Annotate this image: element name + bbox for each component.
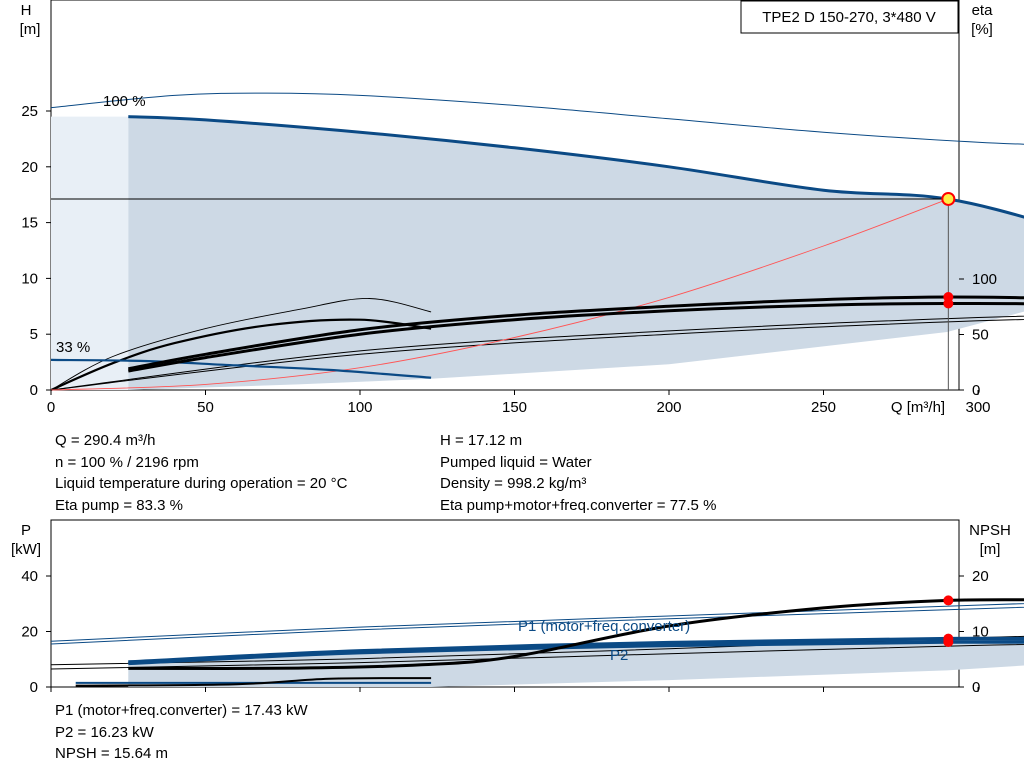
info-n: n = 100 % / 2196 rpm bbox=[55, 453, 199, 471]
eta-total-line bbox=[128, 301, 1024, 373]
upper-info-right: H = 17.12 m Pumped liquid = Water Densit… bbox=[440, 430, 716, 516]
thin-low-line bbox=[50, 643, 1024, 670]
lower-operating-area bbox=[128, 638, 1024, 687]
upper-shaded-area bbox=[51, 116, 1024, 390]
eta-total-marker bbox=[943, 298, 954, 309]
model-title-box bbox=[740, 0, 959, 34]
npsh-tick-label: 20 bbox=[972, 568, 989, 585]
upper-right-label-1: eta bbox=[972, 2, 994, 19]
info-eta-total: Eta pump+motor+freq.converter = 77.5 % bbox=[440, 496, 717, 514]
series-label-p1: P1 (motor+freq.converter) bbox=[518, 618, 690, 635]
x-tick-label: 150 bbox=[502, 399, 527, 416]
p2-marker bbox=[943, 636, 954, 647]
model-title: TPE2 D 150-270, 3*480 V bbox=[762, 9, 935, 26]
info-p1: P1 (motor+freq.converter) = 17.43 kW bbox=[55, 702, 308, 719]
annotation-33: 33 % bbox=[56, 339, 90, 356]
p-tick-label: 20 bbox=[21, 624, 38, 641]
y-tick-label: 15 bbox=[21, 215, 38, 232]
info-h: H = 17.12 m bbox=[440, 432, 523, 449]
eta-tick-label: 100 bbox=[972, 271, 997, 288]
y-tick-label: 10 bbox=[21, 270, 38, 287]
lower-ylabel-1: P bbox=[21, 522, 31, 539]
info-npsh: NPSH = 15.64 m bbox=[55, 745, 168, 763]
info-liquid: Pumped liquid = Water bbox=[440, 453, 592, 471]
lower-right-label-2: [m] bbox=[980, 541, 1001, 558]
p2-line bbox=[128, 640, 1024, 666]
y-tick-label: 5 bbox=[30, 326, 38, 343]
npsh-line bbox=[128, 598, 1024, 670]
p-tick-label: 0 bbox=[30, 679, 38, 696]
thin-upper-1-line bbox=[50, 603, 1024, 642]
lower-curves bbox=[50, 595, 1024, 687]
x-tick-label: 250 bbox=[811, 399, 836, 416]
upper-tick-labels: 0510152025050100150200250300350400450500… bbox=[21, 103, 997, 416]
eta-33-b-line bbox=[50, 298, 432, 391]
head-33-line bbox=[50, 358, 432, 379]
x-tick-label: 200 bbox=[656, 399, 681, 416]
upper-right-label-2: [%] bbox=[971, 21, 993, 38]
upper-ylabel-1: H bbox=[21, 2, 32, 19]
annotation-100: 100 % bbox=[103, 93, 146, 110]
head-100-line bbox=[128, 115, 1024, 219]
eta-upper-thin-line bbox=[50, 92, 1024, 145]
npsh-tick-label: 0 bbox=[972, 679, 980, 696]
x-tick-label: 50 bbox=[197, 399, 214, 416]
upper-info-left: Q = 290.4 m³/h n = 100 % / 2196 rpm Liqu… bbox=[55, 430, 347, 516]
lower-plot-frame bbox=[50, 519, 960, 688]
npsh-tick-label: 10 bbox=[972, 624, 989, 641]
eta-thin-long-1-line bbox=[50, 315, 1024, 391]
lower-shaded-area bbox=[128, 638, 1024, 687]
eta-33-a-line bbox=[50, 318, 432, 392]
eta-pump-line bbox=[128, 295, 1024, 371]
info-q: Q = 290.4 m³/h bbox=[55, 432, 156, 449]
lower-right-label-1: NPSH bbox=[969, 522, 1011, 539]
info-density: Density = 998.2 kg/m³ bbox=[440, 475, 587, 493]
series-label-p2: P2 bbox=[610, 647, 628, 664]
x-axis-label: Q [m³/h] bbox=[891, 399, 945, 416]
light-area bbox=[51, 116, 129, 390]
npsh-marker bbox=[943, 595, 954, 606]
eta-tick-label: 0 bbox=[972, 382, 980, 399]
npsh-33-line bbox=[75, 677, 432, 687]
upper-curves bbox=[50, 92, 1024, 392]
duty-point-marker bbox=[941, 191, 956, 206]
p-tick-label: 40 bbox=[21, 568, 38, 585]
lower-tick-labels: 0 20 40 0 10 20 bbox=[21, 568, 989, 696]
x-tick-label: 300 bbox=[965, 399, 990, 416]
x-tick-label: 0 bbox=[47, 399, 55, 416]
info-eta-pump: Eta pump = 83.3 % bbox=[55, 496, 183, 514]
y-tick-label: 25 bbox=[21, 103, 38, 120]
lower-info: P1 (motor+freq.converter) = 17.43 kW P2 … bbox=[55, 700, 308, 765]
info-p2: P2 = 16.23 kW bbox=[55, 723, 154, 741]
eta-tick-label: 50 bbox=[972, 327, 989, 344]
info-temp: Liquid temperature during operation = 20… bbox=[55, 475, 348, 493]
operating-area bbox=[128, 116, 1024, 390]
upper-ylabel-2: [m] bbox=[20, 21, 41, 38]
y-tick-label: 20 bbox=[21, 159, 38, 176]
lower-ylabel-2: [kW] bbox=[11, 541, 41, 558]
y-tick-label: 0 bbox=[30, 382, 38, 399]
x-tick-label: 100 bbox=[347, 399, 372, 416]
thin-upper-2-line bbox=[50, 606, 1024, 645]
eta-thin-long-2-line bbox=[50, 318, 1024, 391]
system-curve-line bbox=[50, 198, 949, 391]
